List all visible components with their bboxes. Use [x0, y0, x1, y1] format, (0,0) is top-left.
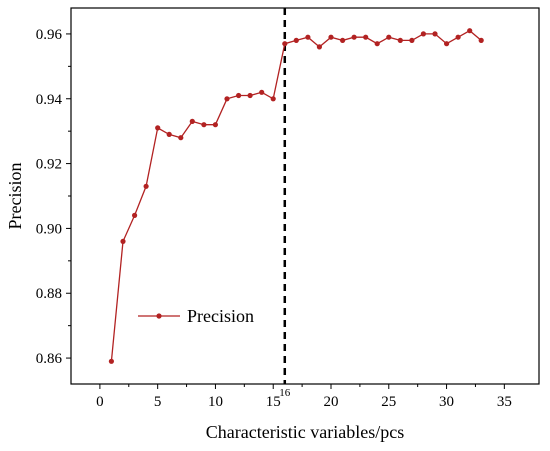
precision-point [374, 41, 380, 47]
plot-area [70, 7, 540, 385]
precision-point [328, 34, 334, 40]
precision-point [120, 238, 126, 244]
y-tick-label: 0.92 [36, 157, 62, 173]
precision-point [432, 31, 438, 37]
precision-point [212, 122, 218, 128]
precision-point [259, 89, 265, 95]
precision-point [282, 41, 288, 47]
precision-point [201, 122, 207, 128]
series-group [108, 28, 484, 364]
axis-ticks [66, 33, 505, 389]
precision-point [455, 34, 461, 40]
x-tick-label: 35 [497, 394, 512, 410]
y-tick-label: 0.90 [36, 221, 62, 237]
x-tick-labels: 0 5 10 15 20 25 30 35 [96, 394, 512, 410]
precision-point [467, 28, 473, 34]
y-tick-label: 0.94 [36, 92, 63, 108]
y-tick-labels: 0.86 0.88 0.90 0.92 0.94 0.96 [36, 27, 63, 367]
plot-frame [70, 7, 540, 385]
y-tick-label: 0.96 [36, 27, 63, 43]
precision-point [397, 37, 403, 44]
x-tick-label: 20 [324, 394, 339, 410]
precision-point [155, 125, 161, 131]
precision-point [108, 358, 114, 364]
precision-point [247, 92, 253, 99]
x-tick-label: 5 [154, 394, 162, 410]
precision-point [316, 44, 322, 50]
precision-series-line [110, 29, 482, 362]
precision-point [409, 37, 415, 44]
precision-point [444, 41, 450, 47]
marker-line-group: 16 [279, 8, 291, 399]
x-tick-label: 25 [381, 394, 396, 410]
precision-point [270, 96, 276, 102]
precision-point [236, 92, 242, 99]
x-tick-label: 15 [266, 394, 281, 410]
legend-label: Precision [187, 306, 254, 326]
legend-marker-swatch [156, 313, 162, 319]
precision-point [478, 37, 484, 44]
precision-series-points [108, 28, 484, 364]
optimal-count-label: 16 [279, 387, 291, 399]
y-tick-label: 0.88 [36, 286, 62, 302]
precision-point [178, 135, 184, 141]
precision-point [351, 34, 357, 40]
precision-point [293, 37, 299, 44]
x-axis-title: Characteristic variables/pcs [206, 422, 404, 442]
precision-point [386, 34, 392, 40]
precision-point [143, 183, 149, 189]
precision-point [420, 31, 426, 37]
x-tick-label: 10 [208, 394, 223, 410]
precision-point [166, 131, 172, 137]
precision-point [189, 118, 195, 124]
precision-point [340, 37, 346, 44]
legend: Precision [138, 306, 254, 326]
precision-point [132, 212, 138, 218]
precision-point [224, 96, 230, 102]
y-tick-label: 0.86 [36, 351, 63, 367]
precision-point [305, 34, 311, 40]
y-axis-title: Precision [5, 163, 25, 230]
x-tick-label: 30 [439, 394, 454, 410]
x-tick-label: 0 [96, 394, 104, 410]
precision-point [363, 34, 369, 40]
